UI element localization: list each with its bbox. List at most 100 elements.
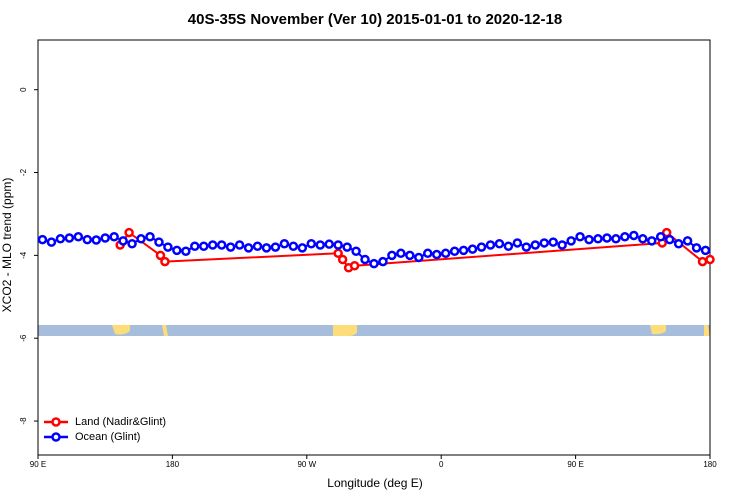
data-point: [503, 241, 514, 252]
data-point: [333, 248, 343, 259]
legend-marker: [51, 417, 61, 427]
y-tick-label: -6: [19, 334, 28, 342]
data-point: [288, 241, 299, 252]
data-point: [225, 242, 236, 252]
data-point: [414, 252, 424, 263]
data-point: [369, 258, 379, 269]
data-point: [190, 241, 200, 252]
x-tick-label: 0: [439, 460, 444, 469]
y-tick-label: -8: [19, 417, 28, 425]
data-point: [611, 234, 621, 244]
data-point: [405, 250, 415, 261]
data-point: [109, 231, 119, 242]
data-point: [91, 235, 101, 245]
data-point: [172, 245, 182, 256]
data-point: [548, 237, 558, 247]
x-tick-label: 90 E: [567, 460, 583, 469]
plot-frame: [37, 39, 711, 456]
data-point: [297, 243, 308, 253]
legend-label: Land (Nadir&Glint): [75, 416, 166, 428]
y-tick-label: -4: [19, 251, 28, 259]
data-point: [539, 238, 549, 248]
data-point: [342, 242, 352, 252]
data-point: [306, 239, 317, 249]
y-tick-label: -2: [19, 168, 28, 176]
land-mask: [38, 325, 710, 336]
land-patch: [162, 325, 168, 336]
data-point: [494, 239, 505, 249]
data-point: [476, 242, 487, 252]
data-point: [136, 234, 146, 244]
data-point: [199, 241, 209, 252]
data-point: [396, 248, 406, 259]
data-point: [431, 249, 442, 260]
data-point: [127, 239, 137, 249]
data-point: [124, 227, 134, 238]
land-patch: [650, 325, 666, 335]
data-point: [655, 231, 666, 242]
data-point: [512, 238, 523, 248]
data-point: [270, 242, 281, 252]
data-point: [593, 234, 603, 244]
x-tick-label: 180: [703, 460, 717, 469]
data-point: [440, 248, 451, 259]
x-tick-label: 180: [166, 460, 180, 469]
data-point: [252, 241, 263, 252]
data-point: [243, 243, 254, 253]
data-point: [584, 234, 594, 245]
data-point: [261, 243, 272, 253]
chart-title: 40S-35S November (Ver 10) 2015-01-01 to …: [188, 11, 562, 28]
legend-label: Ocean (Glint): [75, 431, 140, 443]
data-point: [160, 256, 170, 267]
data-point: [485, 240, 496, 250]
data-point: [100, 233, 110, 243]
data-point: [118, 236, 128, 246]
data-point: [234, 240, 245, 250]
data-point: [423, 248, 433, 259]
data-point: [351, 246, 361, 256]
data-point: [673, 239, 684, 249]
data-point: [705, 254, 715, 265]
data-point: [458, 245, 469, 256]
data-point: [337, 254, 348, 265]
data-point: [145, 231, 155, 242]
land-patch: [112, 325, 130, 335]
data-point: [181, 246, 191, 256]
data-point: [349, 260, 360, 271]
x-tick-label: 90 W: [297, 460, 316, 469]
y-tick-label: 0: [19, 87, 28, 92]
data-point: [620, 231, 630, 242]
data-point: [279, 239, 290, 249]
data-point: [566, 236, 576, 246]
data-point: [682, 236, 693, 246]
data-point: [324, 239, 334, 249]
data-point: [55, 234, 66, 244]
data-point: [557, 240, 567, 250]
x-tick-label: 90 E: [30, 460, 46, 469]
land-patch: [333, 325, 357, 336]
legend-marker: [51, 432, 61, 442]
data-point: [700, 245, 711, 256]
data-point: [207, 240, 218, 250]
data-point: [73, 231, 84, 242]
data-point: [163, 242, 173, 252]
data-point: [378, 256, 388, 267]
data-point: [315, 240, 325, 250]
data-point: [638, 234, 648, 244]
data-point: [575, 231, 585, 242]
data-point: [155, 250, 166, 261]
data-point: [333, 240, 343, 250]
data-point: [467, 244, 478, 254]
data-point: [46, 237, 57, 247]
data-point: [82, 234, 93, 245]
y-axis-label: XCO2 - MLO trend (ppm): [0, 178, 14, 313]
data-point: [216, 240, 227, 250]
data-point: [602, 233, 612, 243]
ocean-band: [38, 325, 710, 336]
data-point: [360, 254, 370, 265]
data-point: [154, 237, 164, 247]
data-point: [64, 233, 75, 243]
data-point: [664, 234, 675, 245]
